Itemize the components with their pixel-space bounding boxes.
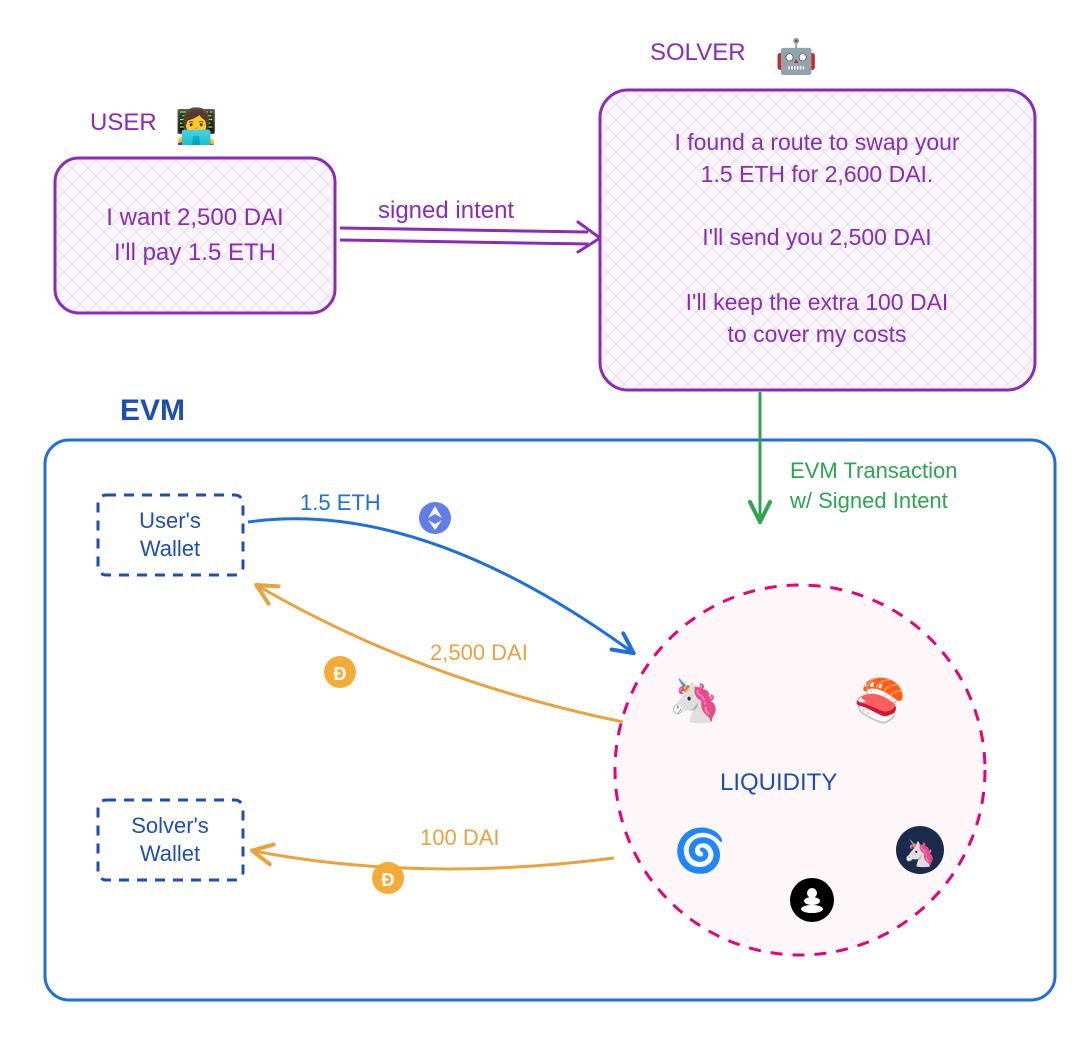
solver-wallet-box: Solver's Wallet <box>98 800 243 880</box>
user-emoji: 👩‍💻 <box>175 107 217 146</box>
flow-eth-label: 1.5 ETH <box>300 490 381 515</box>
dai-icon-solver: Ð <box>372 862 404 894</box>
solver-wallet-line2: Wallet <box>140 841 200 866</box>
solver-line3: I'll send you 2,500 DAI <box>702 224 931 250</box>
evm-tx-label2: w/ Signed Intent <box>789 488 948 513</box>
svg-text:🍣: 🍣 <box>854 675 906 725</box>
evm-label: EVM <box>120 394 185 427</box>
user-box: I want 2,500 DAI I'll pay 1.5 ETH <box>55 158 335 313</box>
svg-text:🌀: 🌀 <box>674 825 726 875</box>
signed-intent-arrow <box>340 222 600 252</box>
evm-tx-label1: EVM Transaction <box>790 458 958 483</box>
liquidity-icon-curve: 🌀 <box>674 825 726 875</box>
solver-line2: 1.5 ETH for 2,600 DAI. <box>701 161 934 187</box>
signed-intent-label: signed intent <box>378 197 514 224</box>
liquidity-icon-1inch: 🦄 <box>896 826 944 874</box>
user-wallet-line1: User's <box>139 508 201 533</box>
svg-text:🦄: 🦄 <box>904 838 936 868</box>
eth-icon <box>419 502 451 534</box>
solver-line4: I'll keep the extra 100 DAI <box>686 289 949 315</box>
user-box-line2: I'll pay 1.5 ETH <box>114 239 276 266</box>
dai-icon-user: Ð <box>324 656 356 688</box>
flow-dai-solver-label: 100 DAI <box>420 825 500 850</box>
svg-text:🦄: 🦄 <box>669 676 721 725</box>
flow-dai-solver-arrow <box>254 851 614 869</box>
solver-label: SOLVER <box>650 39 746 66</box>
solver-wallet-line1: Solver's <box>131 813 209 838</box>
user-label: USER <box>90 109 157 136</box>
flow-dai-user-label: 2,500 DAI <box>430 640 528 665</box>
solver-emoji: 🤖 <box>775 37 817 76</box>
user-box-line1: I want 2,500 DAI <box>106 204 283 231</box>
flow-eth-arrow <box>248 519 632 652</box>
svg-text:Ð: Ð <box>334 664 347 684</box>
solver-box: I found a route to swap your 1.5 ETH for… <box>600 90 1035 390</box>
liquidity-label: LIQUIDITY <box>720 769 837 796</box>
svg-text:Ð: Ð <box>382 870 395 890</box>
solver-line1: I found a route to swap your <box>674 129 959 155</box>
solver-line5: to cover my costs <box>728 321 907 347</box>
liquidity-icon-balancer <box>790 878 834 922</box>
liquidity-icon-sushi: 🍣 <box>854 675 906 725</box>
user-wallet-box: User's Wallet <box>98 495 243 575</box>
user-wallet-line2: Wallet <box>140 536 200 561</box>
liquidity-icon-uniswap: 🦄 <box>669 676 721 725</box>
